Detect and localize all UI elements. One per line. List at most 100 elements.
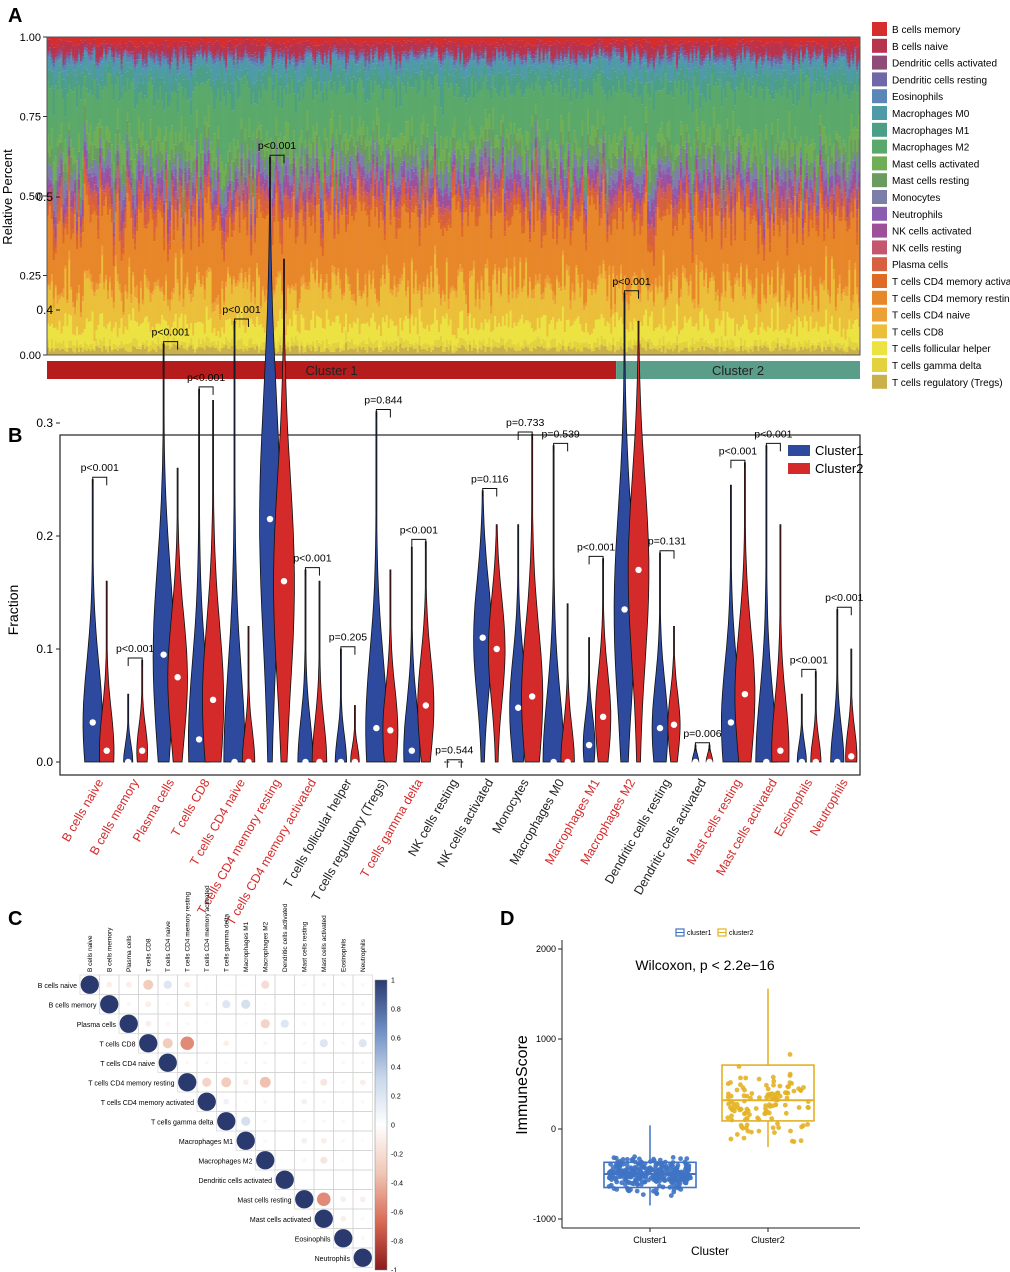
stack-segment [321,37,325,45]
stack-segment [422,147,425,161]
stack-segment [209,271,212,319]
stack-segment [147,290,150,323]
stack-segment [387,81,390,124]
stack-segment [118,232,121,242]
stack-segment [167,58,170,65]
stack-segment [58,156,61,173]
stack-segment [139,206,143,214]
stack-segment [56,45,59,52]
stack-segment [354,301,358,306]
stack-segment [87,152,90,169]
stack-segment [432,292,435,324]
stack-segment [306,68,309,78]
stack-segment [124,51,127,55]
stack-segment [378,165,381,181]
stack-segment [139,280,143,289]
stack-segment [447,299,450,310]
stack-segment [165,54,168,57]
stack-segment [314,131,317,158]
stack-segment [72,207,75,214]
stack-segment [418,237,421,247]
stack-segment [319,318,323,344]
stack-segment [422,67,425,81]
stack-segment [381,160,385,170]
stack-segment [248,88,251,118]
stack-segment [350,216,354,295]
stack-segment [178,344,181,348]
stack-segment [422,43,425,49]
stack-segment [205,270,208,278]
stack-segment [230,214,234,224]
stack-segment [356,345,359,353]
stack-segment [401,51,404,55]
stack-segment [72,307,75,335]
stack-segment [352,185,356,196]
stack-segment [207,46,210,51]
stack-segment [99,119,102,128]
stack-segment [283,57,286,62]
stack-segment [97,84,100,101]
stack-segment [203,62,207,85]
stack-segment [445,147,448,166]
stack-segment [455,350,458,355]
stack-segment [263,179,267,183]
stack-segment [438,58,441,61]
stack-segment [159,55,162,62]
stack-segment [58,320,61,343]
stack-segment [116,169,119,186]
stack-segment [261,142,265,150]
stack-segment [167,299,170,307]
stack-segment [209,87,212,143]
stack-segment [449,293,452,320]
stack-segment [416,94,419,149]
stack-segment [436,54,439,62]
stack-segment [101,313,104,341]
stack-segment [381,317,385,341]
stack-segment [337,173,340,188]
stack-segment [381,46,385,56]
stack-segment [327,51,330,55]
stack-segment [227,37,230,42]
stack-segment [296,37,299,44]
stack-segment [50,128,54,149]
stack-segment [182,196,185,212]
stack-segment [128,257,131,268]
stack-segment [136,298,139,323]
stack-segment [455,338,458,347]
stack-segment [159,65,162,69]
stack-segment [470,346,474,351]
stack-segment [199,218,203,284]
stack-segment [252,286,255,324]
stack-segment [457,186,460,193]
stack-segment [50,44,54,55]
stack-segment [412,155,416,165]
stack-segment [385,163,388,170]
stack-segment [103,160,106,166]
stack-segment [296,66,299,82]
stack-segment [261,171,265,176]
stack-segment [465,180,468,188]
stack-segment [455,84,458,143]
stack-segment [449,54,452,57]
stack-segment [281,181,284,201]
stack-segment [79,61,83,63]
stack-segment [482,169,485,175]
stack-segment [79,99,83,172]
stack-segment [416,170,419,177]
stack-segment [407,71,410,81]
stack-segment [108,151,112,168]
stack-segment [149,119,152,140]
stack-segment [447,309,450,326]
stack-segment [401,177,404,186]
stack-segment [459,180,462,185]
stack-segment [480,164,483,176]
stack-segment [341,166,344,183]
stack-segment [366,352,369,355]
stack-segment [318,287,321,317]
stack-segment [441,87,445,116]
stack-segment [132,79,135,150]
stack-segment [399,278,402,285]
stack-segment [261,184,265,191]
stack-segment [56,191,59,196]
stack-segment [422,166,425,170]
